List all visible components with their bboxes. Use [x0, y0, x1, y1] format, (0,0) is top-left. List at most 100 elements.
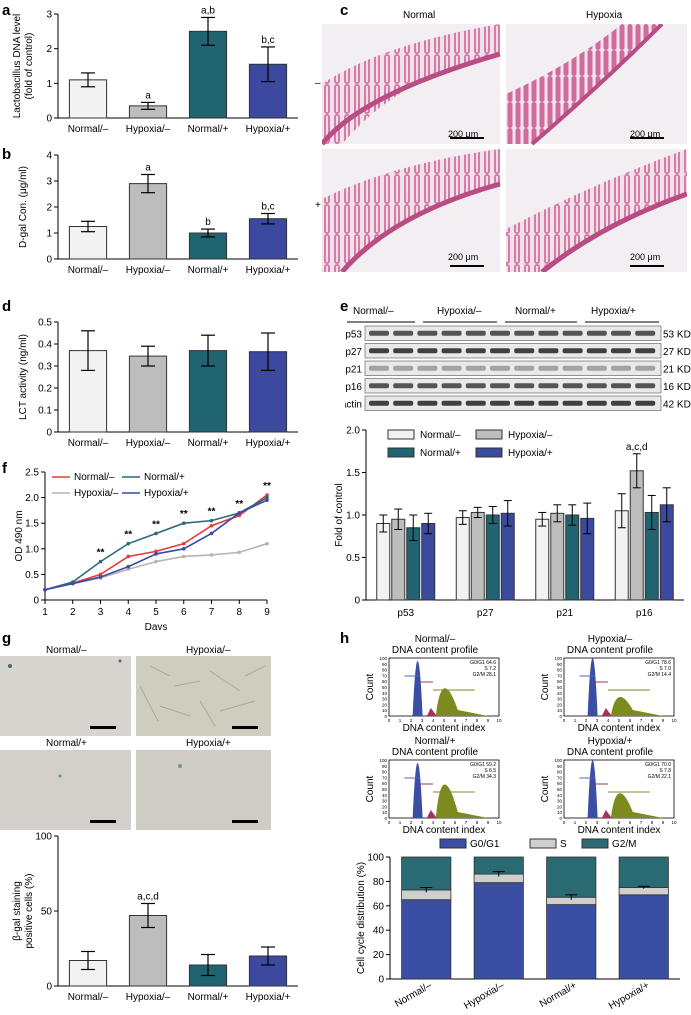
- blot-size-label: 27 KD: [663, 347, 691, 358]
- y-tick-label: 0.2: [38, 384, 52, 395]
- s-peak: [601, 708, 612, 716]
- y-tick-label: 40: [382, 691, 388, 696]
- blot-band: [417, 365, 438, 371]
- panel-label-a: a: [2, 2, 11, 19]
- x-tick-label: 9: [487, 718, 490, 723]
- y-tick-label: 2: [46, 203, 52, 214]
- blot-band: [465, 383, 486, 389]
- data-point: [265, 541, 269, 546]
- y-tick-label: 2.0: [346, 426, 360, 437]
- x-tick-label: 7: [209, 607, 215, 618]
- y-tick-label: 1: [46, 229, 52, 240]
- x-tick-label: 0: [388, 820, 391, 825]
- y-tick-label: 2.5: [25, 468, 39, 479]
- photo-label: Normal/–: [46, 645, 87, 656]
- x-tick-label: 9: [662, 820, 665, 825]
- blot-bands: p53 53 KD p27 27 KD p21 21 KD p16 16 KD β-actin 4…: [345, 325, 691, 411]
- x-tick-label: 2: [70, 607, 76, 618]
- g2m-peak: [435, 688, 488, 716]
- y-axis-label: Cell cycle distribution (%): [356, 862, 367, 974]
- data-point: [237, 550, 242, 555]
- blot-group-hypoxia-minus: Hypoxia/–: [437, 306, 482, 317]
- x-tick-label: 5: [153, 607, 159, 618]
- x-tick-label: 6: [629, 820, 632, 825]
- y-tick-label: 1.5: [346, 468, 360, 479]
- blot-band: [393, 330, 414, 336]
- data-point: [209, 518, 214, 523]
- data-point: [181, 521, 186, 525]
- blot-band: [393, 365, 414, 371]
- y-axis-label: Fold of control: [334, 483, 345, 546]
- blot-band: [611, 348, 631, 354]
- significance-label: **: [124, 530, 132, 541]
- y-axis-label: Count: [365, 775, 376, 802]
- blot-band: [611, 365, 631, 371]
- y-tick-label: 30: [557, 697, 563, 702]
- y-axis-label: LCT activity (ng/ml): [18, 334, 29, 420]
- x-tick-label: 6: [181, 607, 187, 618]
- y-axis-label: Lactobacillus DNA level: [12, 14, 23, 119]
- y-tick-label: 20: [557, 804, 563, 809]
- stacked-segment: [618, 856, 669, 888]
- g0g1-peak: [587, 658, 598, 716]
- x-tick-label: Hypoxia/+: [246, 124, 291, 135]
- blot-size-label: 53 KD: [663, 329, 691, 340]
- y-tick-label: 90: [382, 662, 388, 667]
- y-tick-label: 20: [382, 702, 388, 707]
- y-axis-label: β-gal staining: [12, 881, 23, 941]
- x-tick-label: 3: [421, 718, 424, 723]
- y-tick-label: 70: [557, 775, 563, 780]
- y-tick-label: 10: [382, 810, 388, 815]
- col-label-normal: Normal: [403, 10, 436, 21]
- y-tick-label: 0.3: [38, 362, 52, 373]
- x-axis-label: DNA content index: [403, 723, 486, 732]
- y-tick-label: 2.0: [25, 493, 39, 504]
- blot-band: [490, 348, 510, 354]
- y-tick-label: 3: [46, 177, 52, 188]
- data-point: [265, 495, 269, 500]
- blot-band: [514, 400, 535, 406]
- x-tick-label: Hypoxia/–: [462, 980, 506, 1012]
- bar: [128, 183, 168, 260]
- data-point: [237, 511, 242, 515]
- x-tick-label: 10: [496, 718, 502, 723]
- y-tick-label: 60: [382, 679, 388, 684]
- y-tick-label: 90: [382, 764, 388, 769]
- bar: [565, 514, 580, 601]
- photo-normal-minus: [0, 656, 131, 736]
- blot-band: [441, 348, 462, 354]
- y-tick-label: 0: [378, 975, 384, 986]
- x-tick-label: p27: [477, 608, 494, 619]
- x-tick-label: 4: [607, 820, 610, 825]
- y-tick-label: 70: [382, 673, 388, 678]
- panel-label-b: b: [2, 146, 12, 163]
- y-tick-label: 60: [557, 781, 563, 786]
- blot-band: [441, 365, 462, 371]
- significance-label: a: [145, 163, 151, 174]
- blot-band: [369, 400, 389, 406]
- flow-title: Hypoxia/+: [588, 736, 633, 747]
- significance-label: a,c,d: [626, 442, 648, 453]
- blot-band: [465, 348, 486, 354]
- y-tick-label: 100: [35, 832, 52, 843]
- x-tick-label: 4: [432, 820, 435, 825]
- blot-band: [514, 330, 535, 336]
- s-peak: [601, 810, 612, 818]
- x-tick-label: 8: [476, 820, 479, 825]
- y-tick-label: 100: [379, 758, 387, 763]
- y-tick-label: 0.1: [38, 406, 52, 417]
- significance-label: b,c: [261, 202, 274, 213]
- panel-label-c: c: [340, 2, 349, 19]
- significance-label: **: [180, 509, 188, 520]
- x-tick-label: 1: [42, 607, 48, 618]
- y-tick-label: 0: [46, 428, 52, 439]
- y-axis-label: positive cells (%): [24, 873, 35, 948]
- blot-row: [364, 325, 662, 341]
- x-tick-label: Normal/–: [68, 992, 109, 1003]
- legend-label: Hypoxia/–: [508, 430, 553, 441]
- significance-label: **: [235, 499, 243, 510]
- y-tick-label: 40: [557, 793, 563, 798]
- x-tick-label: Hypoxia/+: [246, 438, 291, 449]
- y-tick-label: 1.0: [346, 511, 360, 522]
- stacked-segment: [618, 894, 669, 980]
